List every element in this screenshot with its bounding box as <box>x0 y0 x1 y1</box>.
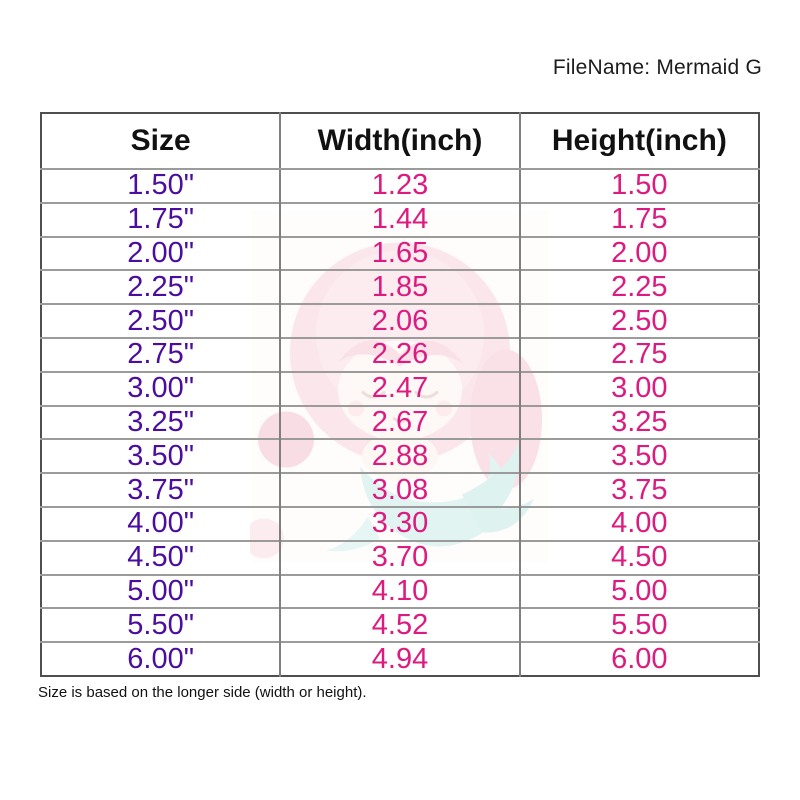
height-cell: 3.00 <box>518 370 759 406</box>
size-cell: 2.00" <box>41 235 281 271</box>
width-cell: 2.67 <box>279 404 520 440</box>
size-cell: 3.75" <box>41 472 281 507</box>
size-chart-row: 2.50" 2.06 2.50 <box>41 303 759 338</box>
height-cell: 1.75 <box>518 201 759 237</box>
width-cell: 2.88 <box>279 438 520 474</box>
column-header-size: Size <box>41 113 281 170</box>
column-header-height: Height(inch) <box>518 113 759 170</box>
height-cell: 3.50 <box>518 438 759 474</box>
width-cell: 4.10 <box>279 573 520 609</box>
height-cell: 2.75 <box>518 336 759 372</box>
size-chart-row: 1.50" 1.23 1.50 <box>41 168 759 203</box>
height-cell: 4.00 <box>518 505 759 541</box>
size-chart-row: 6.00" 4.94 6.00 <box>41 641 759 676</box>
size-chart-row: 2.25" 1.85 2.25 <box>41 269 759 305</box>
size-chart-row: 3.75" 3.08 3.75 <box>41 472 759 507</box>
width-cell: 2.06 <box>279 303 520 338</box>
size-cell: 2.75" <box>41 336 281 372</box>
width-cell: 2.26 <box>279 336 520 372</box>
size-chart-row: 5.00" 4.10 5.00 <box>41 573 759 609</box>
height-cell: 4.50 <box>518 539 759 575</box>
size-chart-row: 2.00" 1.65 2.00 <box>41 235 759 271</box>
width-cell: 1.44 <box>279 201 520 237</box>
size-chart-row: 3.50" 2.88 3.50 <box>41 438 759 474</box>
height-cell: 3.75 <box>518 472 759 507</box>
width-cell: 3.08 <box>279 472 520 507</box>
height-cell: 1.50 <box>518 168 759 203</box>
width-cell: 1.85 <box>279 269 520 305</box>
size-cell: 1.75" <box>41 201 281 237</box>
size-cell: 5.50" <box>41 607 281 643</box>
size-cell: 2.25" <box>41 269 281 305</box>
size-chart-header-row: Size Width(inch) Height(inch) <box>41 113 759 170</box>
width-cell: 3.70 <box>279 539 520 575</box>
size-chart-body: 1.50" 1.23 1.50 1.75" 1.44 1.75 2.00" 1.… <box>41 168 759 676</box>
size-chart-row: 5.50" 4.52 5.50 <box>41 607 759 643</box>
size-chart-table: Size Width(inch) Height(inch) 1.50" 1.23… <box>40 112 760 677</box>
width-cell: 2.47 <box>279 370 520 406</box>
size-cell: 6.00" <box>41 641 281 676</box>
size-cell: 1.50" <box>41 168 281 203</box>
height-cell: 2.50 <box>518 303 759 338</box>
size-cell: 2.50" <box>41 303 281 338</box>
column-header-width: Width(inch) <box>279 113 520 170</box>
filename-label: FileName: Mermaid G <box>552 56 762 79</box>
height-cell: 2.00 <box>518 235 759 271</box>
size-chart-row: 3.25" 2.67 3.25 <box>41 404 759 440</box>
height-cell: 2.25 <box>518 269 759 305</box>
size-cell: 3.50" <box>41 438 281 474</box>
size-cell: 4.50" <box>41 539 281 575</box>
size-chart-row: 3.00" 2.47 3.00 <box>41 370 759 406</box>
height-cell: 5.50 <box>518 607 759 643</box>
size-cell: 4.00" <box>41 505 281 541</box>
size-cell: 3.25" <box>41 404 281 440</box>
width-cell: 4.52 <box>279 607 520 643</box>
width-cell: 1.65 <box>279 235 520 271</box>
size-cell: 3.00" <box>41 370 281 406</box>
width-cell: 4.94 <box>279 641 520 676</box>
size-cell: 5.00" <box>41 573 281 609</box>
size-chart-container: Size Width(inch) Height(inch) 1.50" 1.23… <box>40 112 760 678</box>
size-chart-row: 4.50" 3.70 4.50 <box>41 539 759 575</box>
size-chart-row: 4.00" 3.30 4.00 <box>41 505 759 541</box>
size-chart-row: 1.75" 1.44 1.75 <box>41 201 759 237</box>
width-cell: 3.30 <box>279 505 520 541</box>
size-note: Size is based on the longer side (width … <box>38 684 367 701</box>
size-chart-row: 2.75" 2.26 2.75 <box>41 336 759 372</box>
height-cell: 6.00 <box>518 641 759 676</box>
height-cell: 3.25 <box>518 404 759 440</box>
height-cell: 5.00 <box>518 573 759 609</box>
width-cell: 1.23 <box>279 168 520 203</box>
